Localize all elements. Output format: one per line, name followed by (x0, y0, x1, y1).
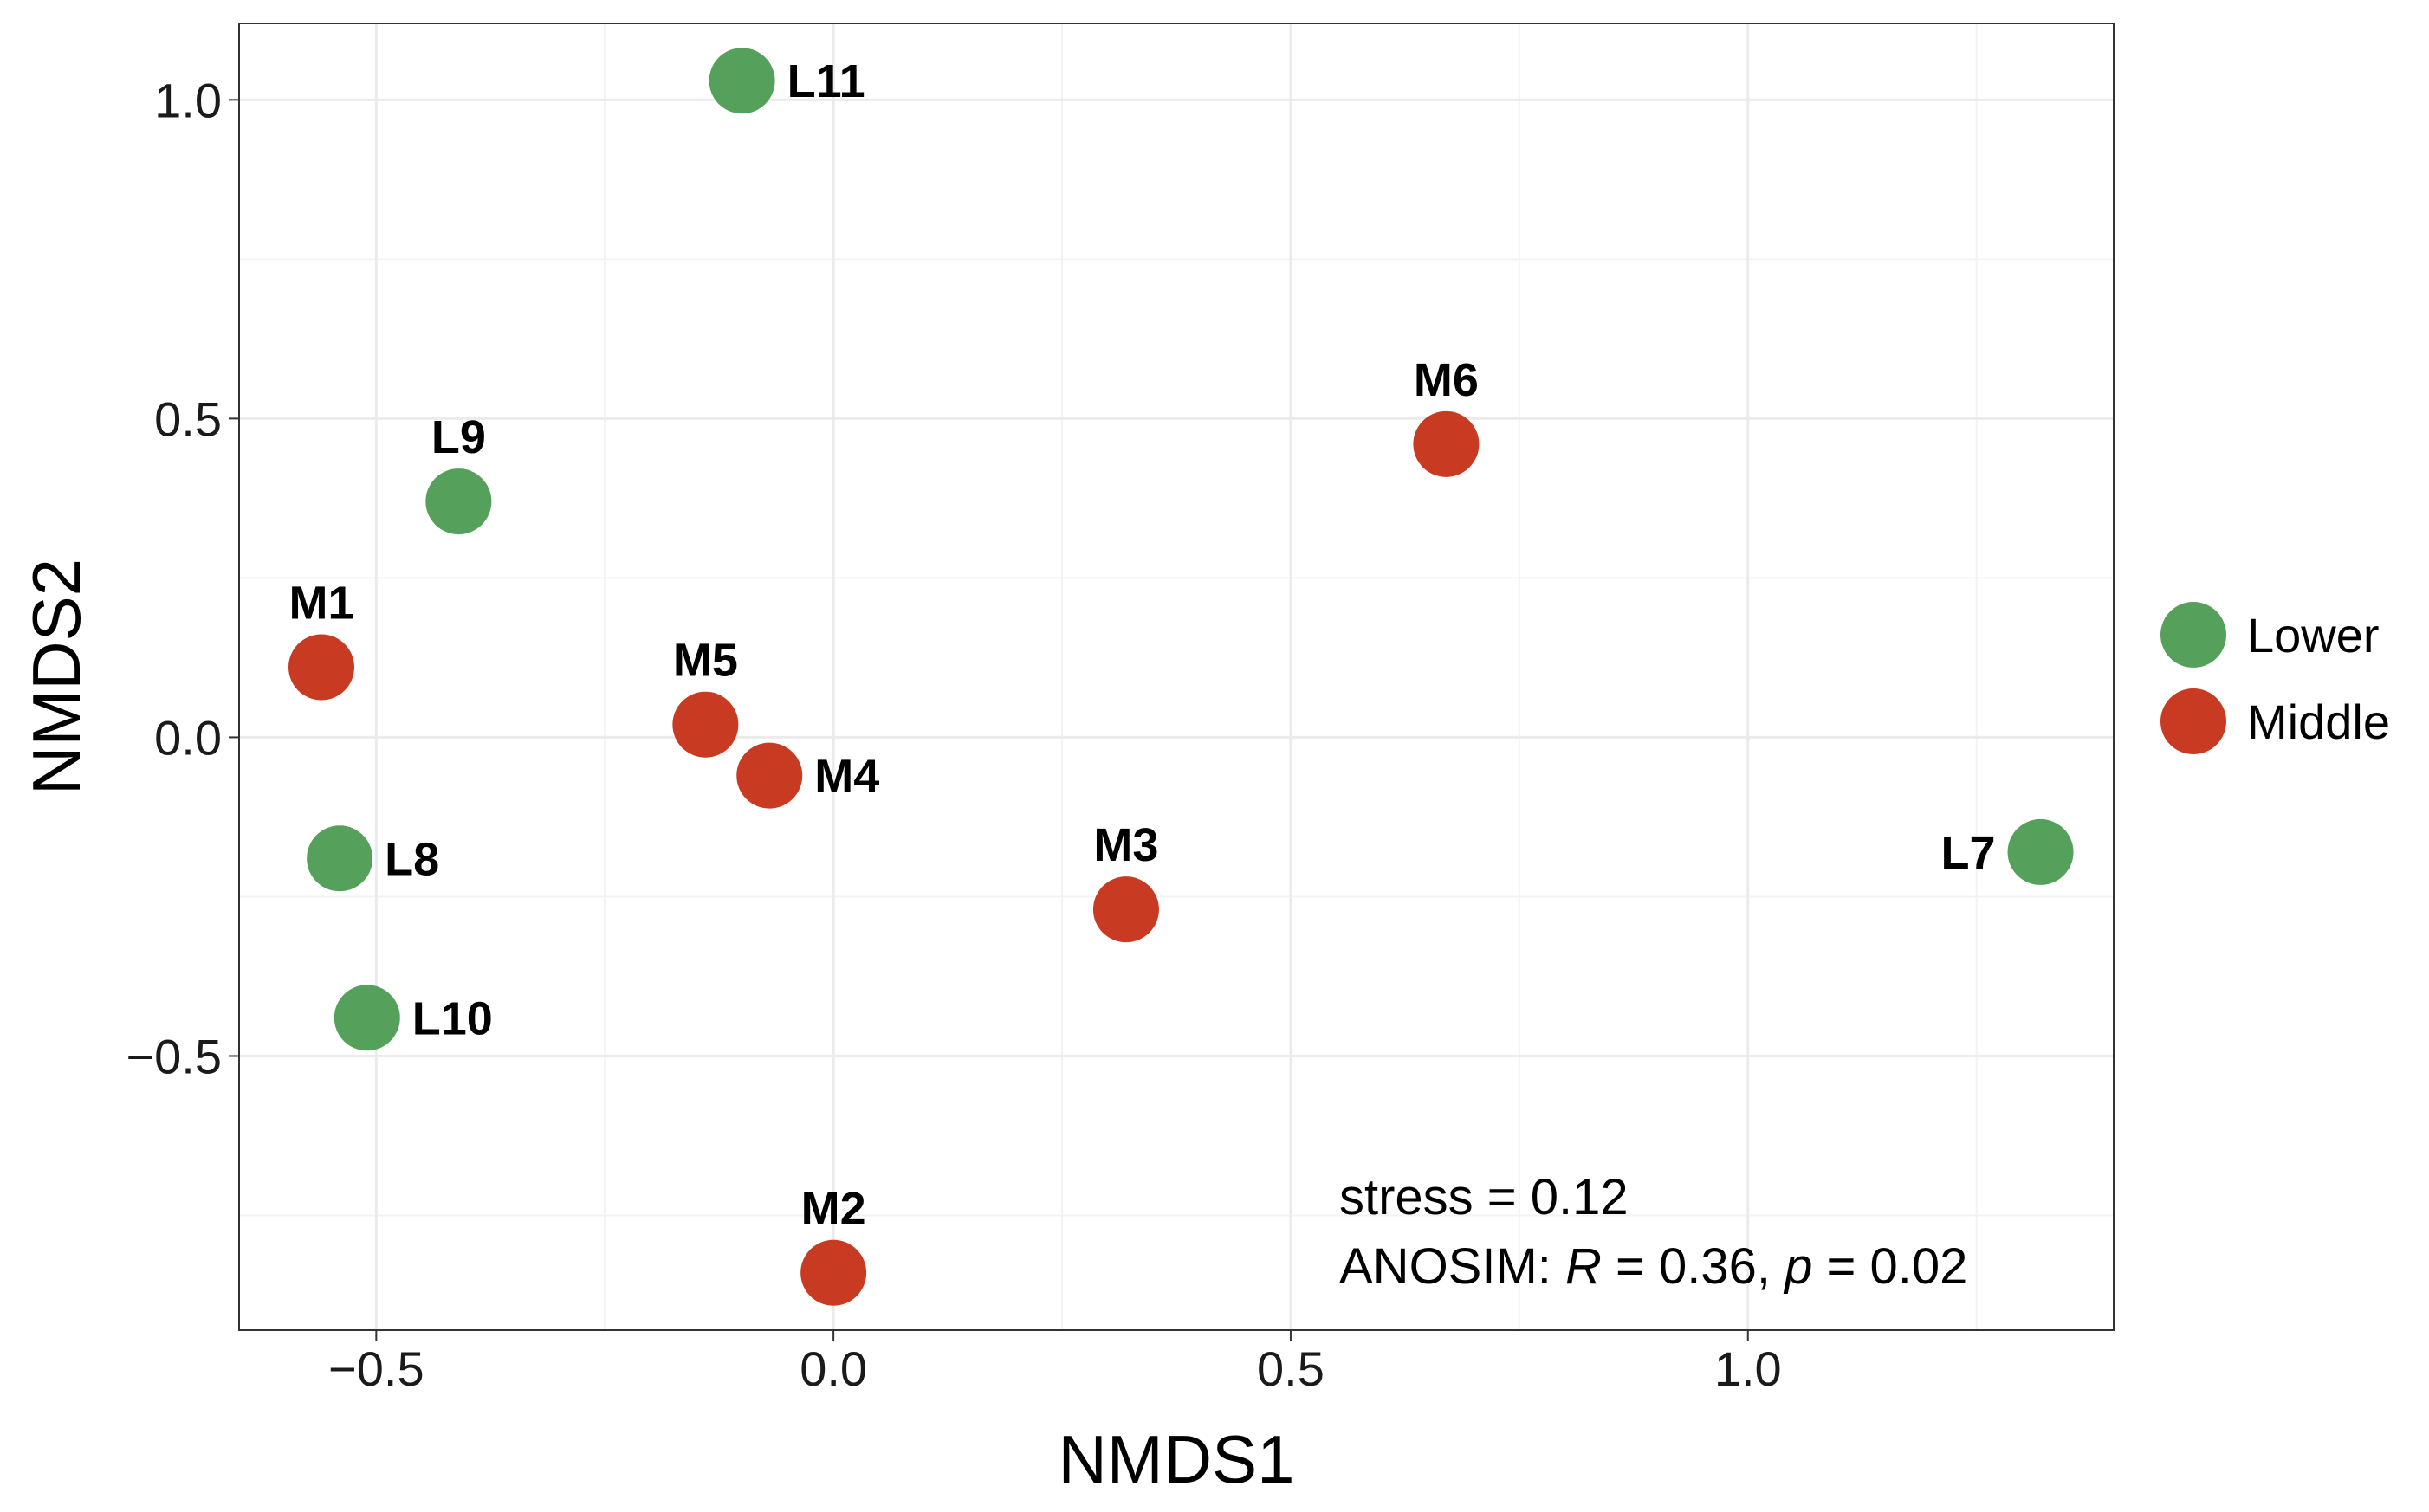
anosim-r-symbol: R (1565, 1238, 1602, 1295)
point-m3 (1092, 876, 1159, 943)
point-l10 (334, 985, 400, 1051)
anosim-annotation: ANOSIM: R = 0.36, p = 0.02 (1339, 1238, 1967, 1295)
point-m4 (736, 742, 803, 809)
point-label-l8: L8 (385, 833, 439, 885)
x-axis-title: NMDS1 (1058, 1421, 1294, 1497)
stress-annotation: stress = 0.12 (1339, 1169, 1629, 1225)
panel-background (239, 23, 2114, 1330)
major-gridlines (239, 23, 2114, 1330)
point-l7 (2007, 818, 2074, 885)
x-tick-label: −0.5 (328, 1341, 424, 1396)
x-tick-label: 0.5 (1257, 1341, 1325, 1396)
x-tick-label: 0.0 (800, 1341, 867, 1396)
x-axis-ticks: −0.5 0.0 0.5 1.0 (328, 1330, 1782, 1396)
y-tick-label: 0.5 (154, 391, 222, 446)
point-m5 (672, 691, 739, 758)
point-m1 (288, 634, 355, 701)
point-label-m6: M6 (1414, 354, 1479, 406)
panel-border (238, 23, 2115, 1331)
point-label-m2: M2 (801, 1183, 866, 1235)
point-label-m4: M4 (814, 751, 879, 803)
legend-label-lower: Lower (2247, 608, 2380, 662)
point-l11 (709, 48, 775, 114)
point-label-m1: M1 (288, 577, 353, 629)
point-m6 (1413, 410, 1480, 477)
point-label-l10: L10 (412, 992, 493, 1044)
point-l8 (307, 825, 373, 892)
y-axis-ticks: −0.5 0.0 0.5 1.0 (126, 73, 239, 1083)
point-label-m3: M3 (1093, 819, 1158, 871)
legend-key-lower (2160, 602, 2226, 668)
anosim-p-value: = 0.02 (1812, 1238, 1967, 1295)
y-tick-label: 0.0 (154, 710, 222, 765)
legend-label-middle: Middle (2247, 695, 2390, 749)
point-l9 (425, 468, 492, 535)
legend: Lower Middle (2160, 602, 2390, 754)
point-label-l11: L11 (787, 55, 865, 107)
anosim-p-symbol: p (1783, 1238, 1812, 1295)
data-points: L11 L9 L8 L10 L7 M6 M1 M5 M4 M3 M2 (288, 48, 2074, 1306)
anosim-prefix: ANOSIM: (1339, 1238, 1565, 1295)
point-label-m5: M5 (673, 635, 738, 687)
x-tick-label: 1.0 (1714, 1341, 1782, 1396)
point-label-l7: L7 (1941, 827, 1996, 879)
point-label-l9: L9 (431, 411, 486, 463)
y-tick-label: −0.5 (126, 1029, 222, 1083)
legend-key-middle (2160, 688, 2226, 754)
y-tick-label: 1.0 (154, 73, 222, 127)
point-m2 (800, 1239, 867, 1306)
anosim-r-value: = 0.36, (1602, 1238, 1785, 1295)
y-axis-title: NMDS2 (18, 559, 94, 795)
minor-gridlines (239, 23, 2114, 1330)
